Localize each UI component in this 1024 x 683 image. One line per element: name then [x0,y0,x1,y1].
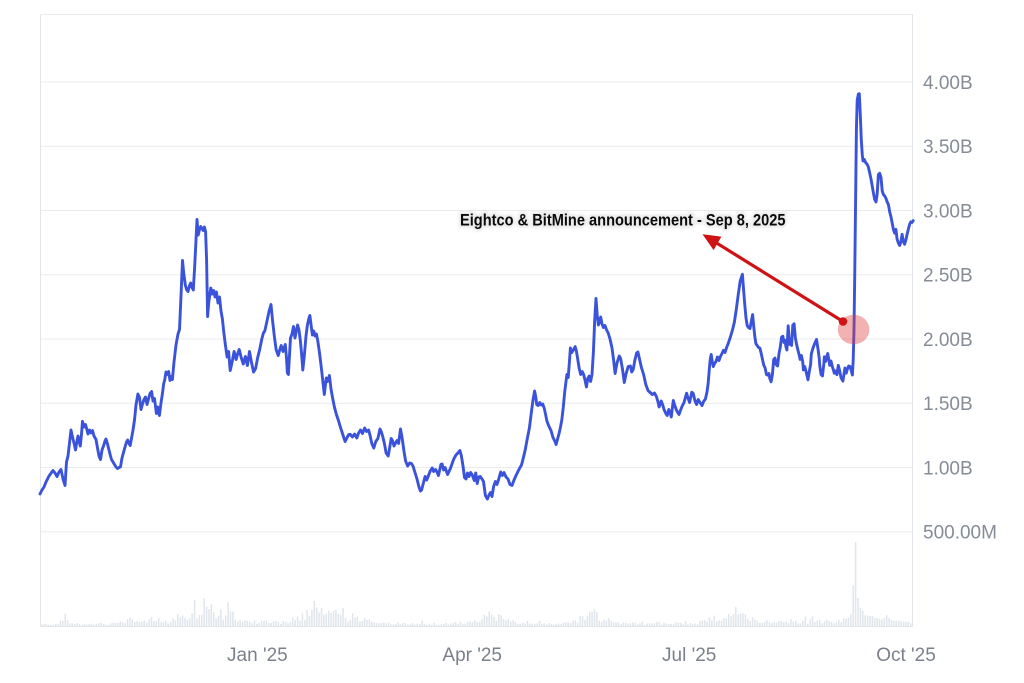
svg-text:500.00M: 500.00M [923,523,997,544]
svg-text:2.50B: 2.50B [923,266,973,287]
svg-text:Eightco & BitMine announcement: Eightco & BitMine announcement - Sep 8, … [460,212,786,230]
svg-text:Jul '25: Jul '25 [662,645,716,666]
svg-text:Apr '25: Apr '25 [442,645,502,666]
svg-text:Jan '25: Jan '25 [227,645,288,666]
svg-text:4.00B: 4.00B [923,73,973,94]
svg-text:2.00B: 2.00B [923,330,973,351]
svg-text:3.00B: 3.00B [923,201,973,222]
svg-text:1.00B: 1.00B [923,458,973,479]
svg-text:1.50B: 1.50B [923,394,973,415]
svg-text:Oct '25: Oct '25 [876,645,936,666]
svg-text:3.50B: 3.50B [923,137,973,158]
svg-text:Eightco & BitMine announcement: Eightco & BitMine announcement - Sep 8, … [460,212,786,230]
